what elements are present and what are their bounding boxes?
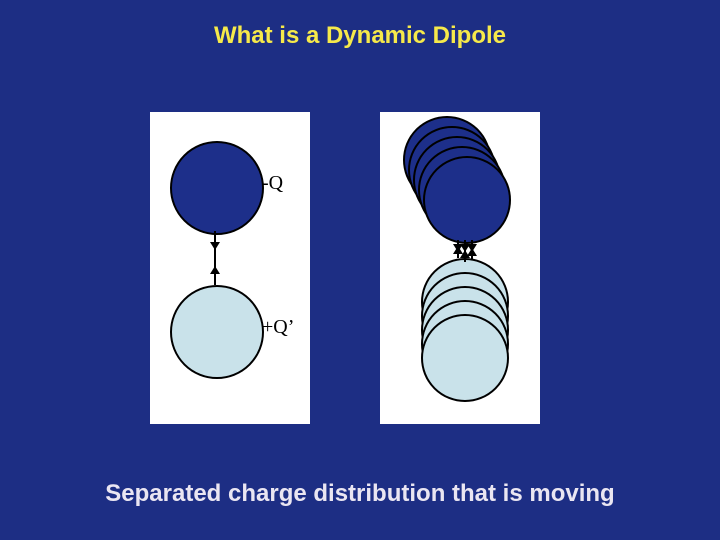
negative-charge-circle [170, 141, 264, 235]
arrowhead-icon [210, 266, 220, 274]
negative-charge-label: -Q [262, 172, 283, 195]
slide: What is a Dynamic Dipole Separated charg… [0, 0, 720, 540]
arrowhead-icon [467, 248, 477, 256]
positive-charge-circle [170, 285, 264, 379]
negative-charge-stack-circle [423, 156, 511, 244]
arrowhead-icon [210, 242, 220, 250]
positive-charge-stack-circle [421, 314, 509, 402]
connector-line [214, 231, 216, 285]
slide-subtitle: Separated charge distribution that is mo… [0, 480, 720, 508]
positive-charge-label: +Q’ [262, 316, 294, 339]
slide-title: What is a Dynamic Dipole [0, 22, 720, 50]
